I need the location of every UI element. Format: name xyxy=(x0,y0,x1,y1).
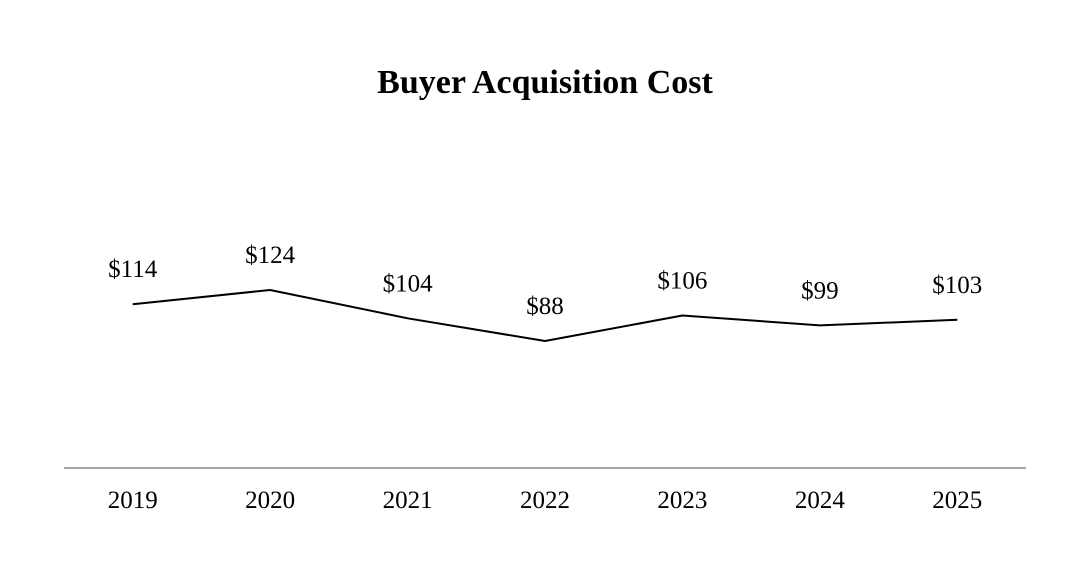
data-label-2021: $104 xyxy=(383,270,434,297)
x-tick-label-2024: 2024 xyxy=(795,487,846,514)
x-tick-label-2025: 2025 xyxy=(932,487,982,514)
data-label-2019: $114 xyxy=(108,256,158,283)
x-tick-label-2023: 2023 xyxy=(657,487,707,514)
x-tick-label-2021: 2021 xyxy=(383,487,433,514)
chart-title: Buyer Acquisition Cost xyxy=(377,64,713,101)
data-label-2024: $99 xyxy=(801,277,839,304)
x-tick-label-2019: 2019 xyxy=(108,487,158,514)
data-labels: $114 $124 $104 $88 $106 $99 $103 xyxy=(108,242,982,320)
x-tick-label-2020: 2020 xyxy=(245,487,295,514)
data-label-2025: $103 xyxy=(932,272,982,299)
data-label-2022: $88 xyxy=(526,293,564,320)
data-label-2020: $124 xyxy=(245,242,296,269)
x-tick-label-2022: 2022 xyxy=(520,487,570,514)
series-line xyxy=(132,289,958,342)
data-label-2023: $106 xyxy=(657,268,707,295)
x-tick-labels: 2019 2020 2021 2022 2023 2024 2025 xyxy=(108,487,983,514)
